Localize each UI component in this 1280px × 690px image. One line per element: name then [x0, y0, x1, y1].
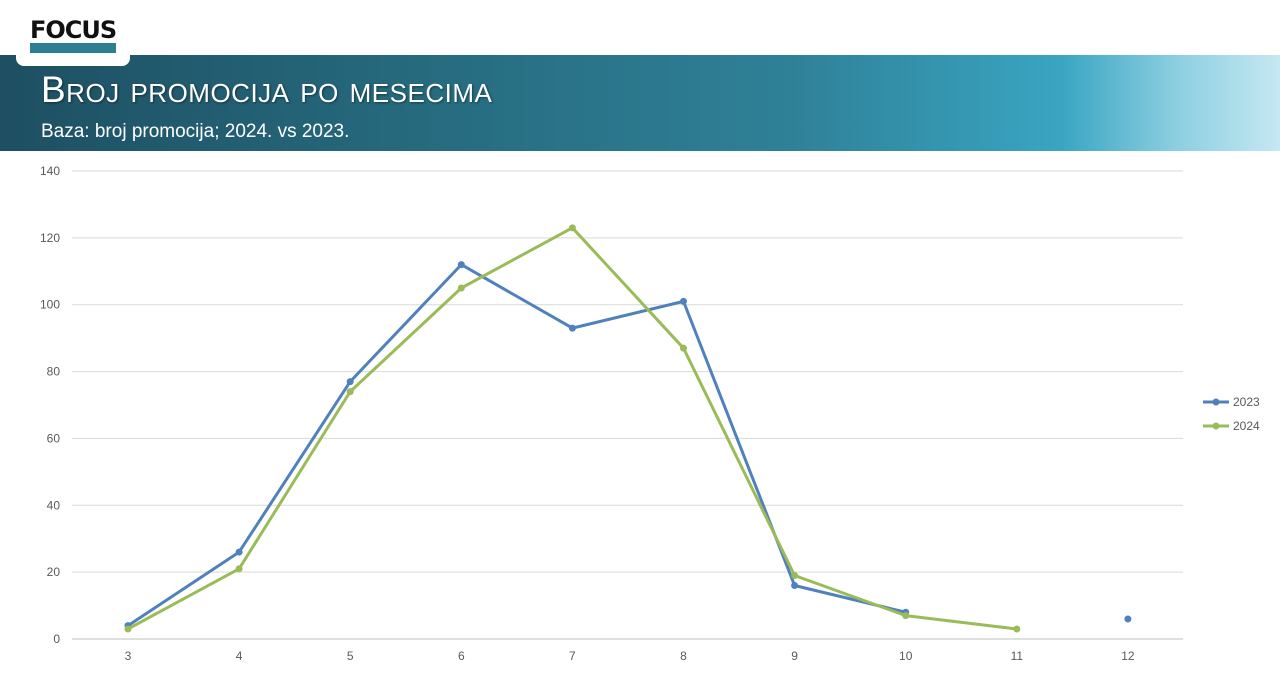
data-point-2024 — [902, 612, 910, 620]
data-point-2023 — [568, 324, 576, 332]
x-tick-label: 10 — [899, 649, 913, 663]
x-tick-label: 8 — [680, 649, 687, 663]
x-tick-label: 3 — [125, 649, 132, 663]
x-tick-label: 6 — [458, 649, 465, 663]
axes: 0 20 40 60 80 100 120 140 3 4 5 6 7 8 9 10 11 12 — [40, 164, 1135, 663]
header-band — [0, 55, 1280, 151]
logo: FOCUS — [16, 0, 130, 66]
data-point-2023 — [457, 261, 465, 269]
x-tick-label: 12 — [1121, 649, 1135, 663]
x-tick-label: 9 — [791, 649, 798, 663]
legend-marker-2023 — [1212, 398, 1220, 406]
x-tick-label: 11 — [1011, 649, 1024, 663]
y-tick-label: 140 — [40, 164, 60, 178]
data-point-2023 — [235, 548, 243, 556]
series-line-2024 — [126, 226, 1019, 631]
data-point-2024 — [346, 388, 354, 396]
data-point-2023 — [680, 297, 687, 305]
y-tick-label: 0 — [53, 632, 60, 646]
gridlines — [72, 170, 1183, 640]
page-title: Broj promocija po mesecima — [41, 69, 493, 110]
data-point-2024 — [680, 344, 687, 352]
legend-marker-2024 — [1212, 422, 1220, 430]
y-tick-label: 120 — [40, 231, 60, 245]
data-point-2024 — [791, 571, 799, 579]
logo-text: FOCUS — [30, 16, 117, 44]
data-point-2024 — [124, 625, 132, 633]
page-subtitle: Baza: broj promocija; 2024. vs 2023. — [41, 121, 350, 142]
data-point-2024 — [235, 565, 243, 573]
data-point-2024 — [1013, 625, 1021, 633]
legend: 2023 2024 — [1203, 395, 1260, 433]
legend-label-2024: 2024 — [1233, 419, 1260, 433]
y-tick-label: 60 — [47, 431, 61, 445]
y-tick-label: 20 — [47, 565, 61, 579]
x-tick-label: 4 — [236, 649, 243, 663]
y-tick-label: 100 — [40, 298, 60, 312]
series-layer — [124, 224, 1132, 633]
data-point-2024 — [568, 224, 576, 232]
x-tick-label: 5 — [347, 649, 354, 663]
logo-bar — [30, 43, 116, 53]
x-tick-label: 7 — [569, 649, 576, 663]
y-tick-label: 40 — [47, 498, 61, 512]
data-point-2024 — [457, 284, 465, 292]
series-line-2023 — [126, 263, 908, 628]
data-point-2023 — [346, 378, 354, 386]
data-point-2023 — [791, 582, 799, 590]
data-point-2023 — [1124, 615, 1132, 623]
legend-label-2023: 2023 — [1233, 395, 1260, 409]
y-tick-label: 80 — [47, 365, 61, 379]
